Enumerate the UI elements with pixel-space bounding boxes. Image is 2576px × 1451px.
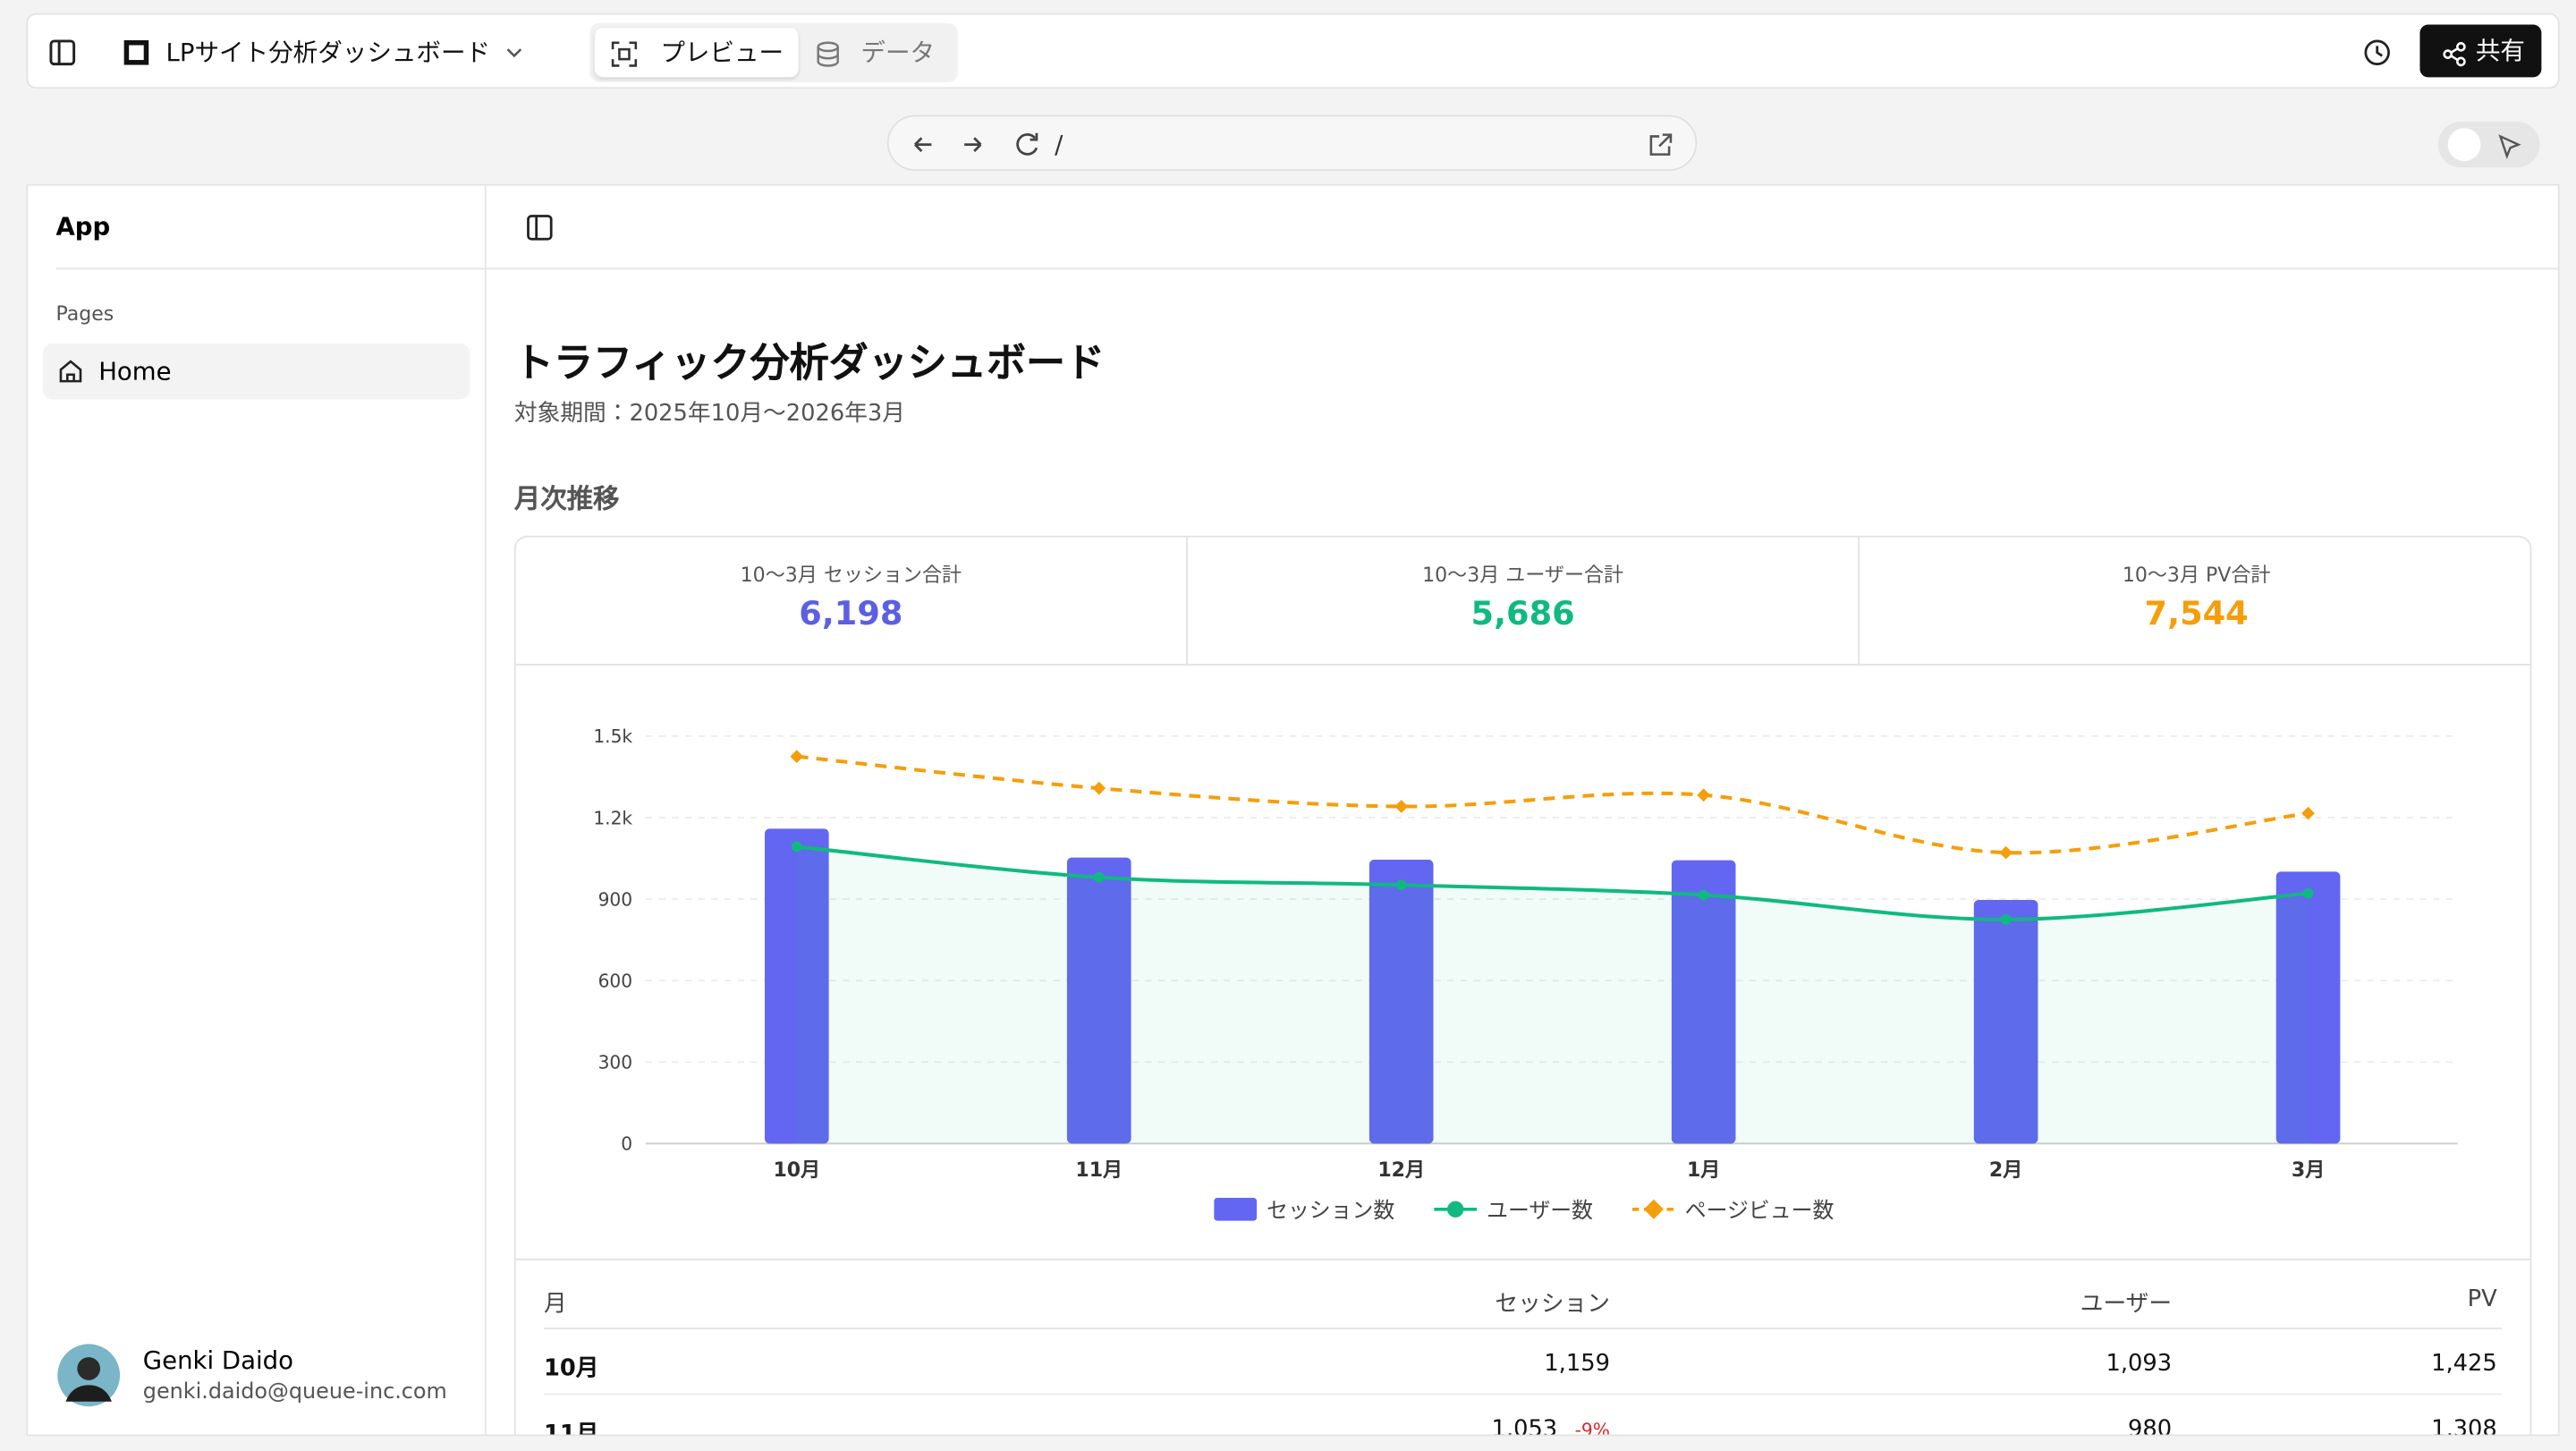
point: [790, 750, 804, 763]
point: [1698, 889, 1709, 901]
bar: [764, 828, 829, 1144]
point: [1093, 871, 1105, 883]
period: 対象期間：2025年10月〜2026年3月: [513, 401, 905, 428]
x-tick-label: 10月: [773, 1159, 820, 1182]
point: [1395, 879, 1407, 891]
tab-group: プレビュー データ: [589, 22, 958, 82]
line: [796, 844, 2309, 921]
kpi-value: 6,198: [799, 593, 903, 633]
chart-card: 0 300 600 900 1.2k 1.5k 10月 11月 12月 1月 2月 3月 セッション数ユ…: [513, 535, 2532, 1437]
data-tab[interactable]: データ: [860, 38, 936, 68]
sidebar-toggle[interactable]: [47, 38, 77, 67]
y-tick-label: 900: [598, 888, 633, 910]
point: [1394, 800, 1409, 813]
point: [791, 841, 802, 853]
legend-swatch: [1214, 1197, 1258, 1221]
table-cell: 1,425: [2431, 1350, 2497, 1378]
url-bar[interactable]: /: [886, 115, 1698, 172]
page-title: トラフィック分析ダッシュボード: [513, 340, 1106, 386]
x-tick-label: 3月: [2292, 1159, 2325, 1182]
y-tick-label: 300: [598, 1052, 633, 1073]
project-icon: [123, 39, 149, 65]
history-icon[interactable]: [2362, 38, 2392, 67]
table-header: セッション: [1495, 1291, 1610, 1319]
preview-icon: [611, 41, 638, 67]
area: [796, 846, 2309, 1144]
x-tick-label: 11月: [1075, 1159, 1123, 1182]
user-email: genki.daido@queue-inc.com: [142, 1379, 447, 1405]
panel-toggle[interactable]: [526, 214, 555, 243]
table-cell: 1,308: [2431, 1416, 2497, 1437]
app-name: App: [55, 211, 111, 242]
data-icon: [817, 41, 839, 67]
share-button[interactable]: 共有: [2419, 24, 2542, 78]
table-rule: [543, 1393, 2503, 1396]
table-header: 月: [543, 1291, 567, 1319]
kpi-label: 10〜3月 PV合計: [2122, 563, 2271, 587]
y-tick-label: 600: [598, 970, 633, 991]
kpi-card: 10〜3月 PV合計 7,544: [1860, 538, 2530, 666]
top-bar: LPサイト分析ダッシュボード プレビュー データ 共有: [26, 13, 2560, 89]
nav-label[interactable]: Home: [98, 356, 172, 386]
share-icon: [2443, 42, 2466, 67]
main: トラフィック分析ダッシュボード 対象期間：2025年10月〜2026年3月 月次…: [486, 186, 2558, 1437]
bar: [1066, 857, 1131, 1144]
bar: [1671, 860, 1736, 1144]
preview-tab[interactable]: プレビュー: [594, 28, 799, 78]
point: [1999, 845, 2012, 860]
table-cell: 980: [2128, 1416, 2173, 1437]
point: [2302, 887, 2314, 899]
home-icon: [59, 360, 82, 383]
kpi-card: 10〜3月 セッション合計 6,198: [515, 537, 1188, 666]
section-label: Pages: [55, 301, 114, 326]
bar: [1973, 899, 2038, 1144]
avatar: [57, 1344, 121, 1407]
table-cell: 10月: [543, 1355, 599, 1382]
table-cell: 11月: [543, 1421, 599, 1437]
line: [796, 754, 2309, 855]
kpi-label: 10〜3月 セッション合計: [740, 563, 962, 587]
kpi-value: 7,544: [2144, 593, 2249, 633]
sidebar: App Pages Home Genki Daido genki.daido@q…: [28, 185, 487, 1435]
y-tick-label: 1.5k: [593, 726, 632, 747]
open-external[interactable]: [1648, 132, 1674, 157]
point: [1697, 788, 1711, 802]
table-cell: 1,053: [1491, 1416, 1558, 1437]
y-tick-label: 0: [621, 1133, 632, 1155]
point: [1092, 781, 1106, 795]
project-name[interactable]: LPサイト分析ダッシュボード: [165, 38, 491, 68]
table-cell: 1,093: [2106, 1350, 2173, 1378]
legend-swatch: [1643, 1199, 1664, 1219]
table-header: PV: [2467, 1286, 2497, 1313]
y-tick-label: 1.2k: [593, 807, 632, 828]
legend-swatch: [1447, 1201, 1464, 1218]
url: /: [1055, 130, 1063, 160]
change-badge: -9%: [1574, 1419, 1610, 1437]
table-cell: 1,159: [1544, 1350, 1610, 1378]
user-name: Genki Daido: [142, 1345, 294, 1376]
kpi-card: 10〜3月 ユーザー合計 5,686: [1187, 537, 1860, 666]
legend-label: ページビュー数: [1685, 1198, 1835, 1223]
kpi-label: 10〜3月 ユーザー合計: [1422, 563, 1624, 587]
table-rule: [543, 1328, 2503, 1329]
bar: [1368, 860, 1434, 1144]
x-tick-label: 2月: [1989, 1159, 2022, 1182]
chevron: [506, 48, 522, 58]
nav-item[interactable]: [42, 343, 470, 400]
point: [2000, 913, 2012, 925]
x-tick-label: 1月: [1687, 1159, 1720, 1182]
toggle[interactable]: [2437, 121, 2540, 168]
bar: [2275, 871, 2341, 1144]
section-title: 月次推移: [513, 482, 620, 514]
x-tick-label: 12月: [1377, 1159, 1425, 1182]
app-frame: App Pages Home Genki Daido genki.daido@q…: [26, 183, 2560, 1437]
nav-icons[interactable]: [909, 130, 1073, 159]
legend-label: ユーザー数: [1487, 1198, 1593, 1223]
legend-label: セッション数: [1267, 1198, 1394, 1223]
table-header: ユーザー: [2080, 1291, 2173, 1319]
kpi-value: 5,686: [1470, 593, 1575, 633]
